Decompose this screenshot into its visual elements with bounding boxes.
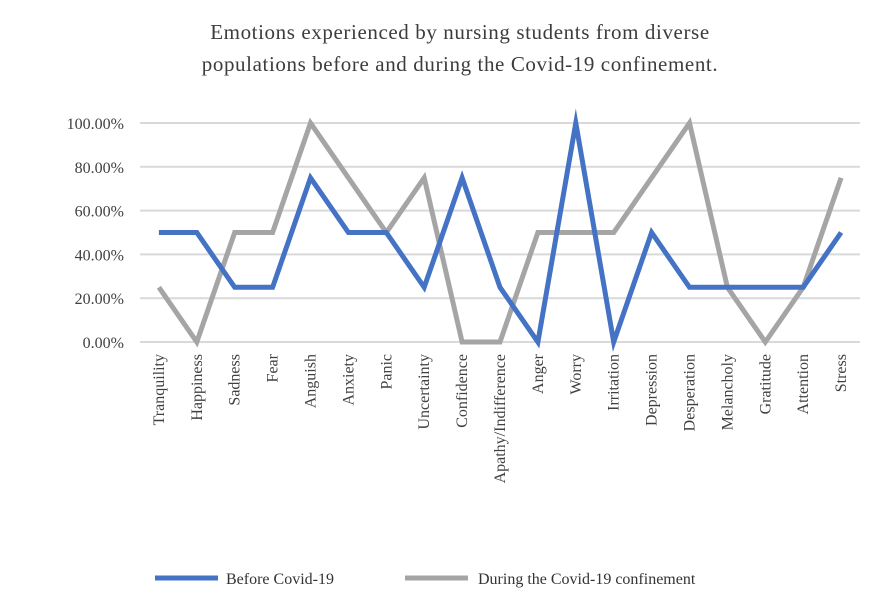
y-tick-label: 100.00% — [67, 116, 124, 133]
x-tick-label: Anguish — [303, 354, 320, 408]
x-tick-label: Anxiety — [340, 354, 357, 406]
series-lines — [156, 108, 844, 352]
x-tick-label: Melancholy — [719, 354, 736, 430]
y-axis-ticks: 0.00% 20.00% 40.00% 60.00% 80.00% 100.00% — [67, 116, 124, 352]
chart-title-line-2: populations before and during the Covid-… — [201, 52, 719, 76]
y-tick-label: 0.00% — [83, 335, 124, 352]
y-tick-label: 20.00% — [75, 291, 124, 308]
series-line-1 — [156, 116, 844, 348]
y-tick-label: 40.00% — [75, 247, 124, 264]
legend-label-1: During the Covid-19 confinement — [478, 571, 696, 588]
x-tick-label: Apathy/Indifference — [492, 354, 509, 483]
x-tick-label: Anger — [530, 353, 547, 394]
x-tick-label: Panic — [378, 354, 395, 390]
x-tick-label: Irritation — [606, 354, 623, 411]
x-tick-label: Sadness — [227, 354, 244, 406]
x-tick-label: Fear — [265, 353, 282, 382]
legend-label-0: Before Covid-19 — [226, 571, 334, 588]
x-tick-label: Happiness — [189, 354, 206, 421]
x-tick-label: Gratitude — [757, 354, 774, 414]
x-tick-label: Worry — [568, 354, 585, 394]
chart-title: Emotions experienced by nursing students… — [60, 16, 860, 80]
x-tick-label: Depression — [644, 354, 661, 426]
y-tick-label: 80.00% — [75, 160, 124, 177]
x-tick-label: Tranquility — [151, 354, 168, 425]
legend: Before Covid-19 During the Covid-19 confi… — [155, 571, 696, 588]
x-tick-label: Attention — [795, 354, 812, 414]
x-tick-label: Stress — [833, 354, 850, 392]
x-tick-label: Desperation — [681, 354, 698, 431]
y-tick-label: 60.00% — [75, 204, 124, 221]
x-tick-label: Uncertainty — [416, 354, 433, 430]
x-tick-label: Confidence — [454, 354, 471, 428]
x-axis-ticks: Tranquility Happiness Sadness Fear Anguish An… — [151, 353, 850, 483]
chart-title-line-1: Emotions experienced by nursing students… — [210, 20, 710, 44]
gridlines — [140, 122, 860, 300]
